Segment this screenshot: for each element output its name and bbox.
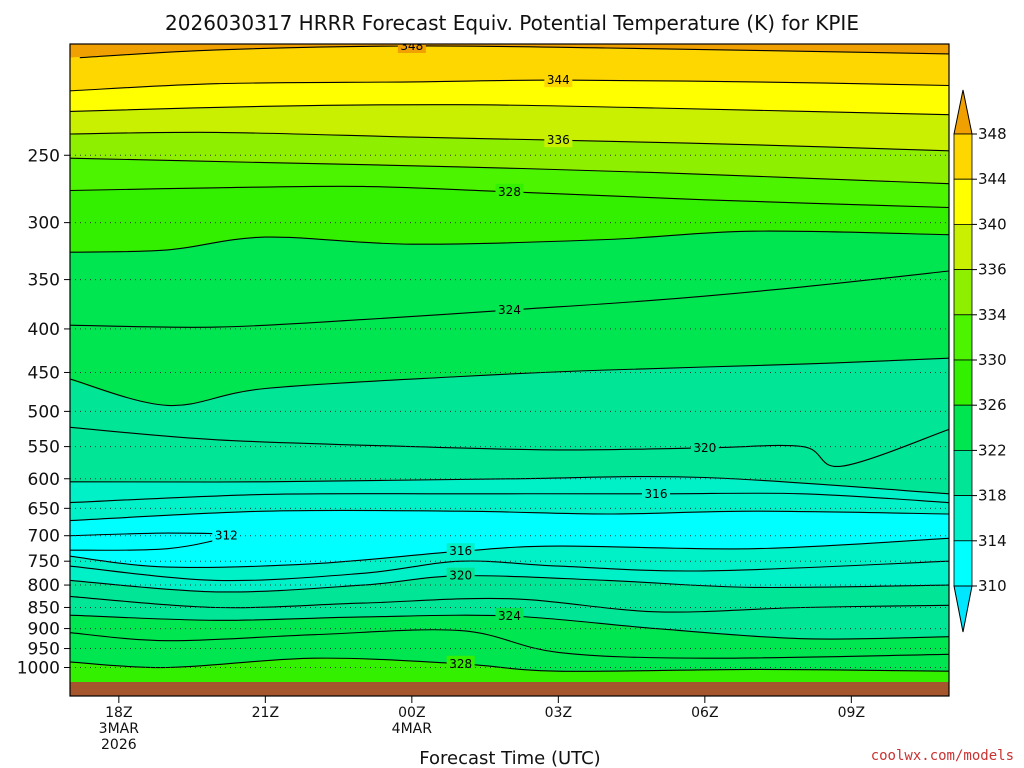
colorbar-label: 348	[978, 125, 1007, 143]
y-tick-label: 700	[28, 527, 60, 547]
contour-label-bg	[495, 608, 524, 624]
contour-line-344	[70, 79, 949, 92]
colorbar-swatch	[953, 133, 973, 180]
contour-fill-area	[70, 44, 949, 696]
x-axis-title: Forecast Time (UTC)	[419, 748, 600, 768]
colorbar-label: 336	[978, 261, 1007, 279]
y-tick-label: 750	[28, 552, 60, 572]
contour-label-bg	[446, 543, 475, 559]
contour-label: 312	[215, 529, 238, 543]
y-tick-label: 950	[28, 640, 60, 660]
colorbar-label: 334	[978, 306, 1007, 324]
colorbar-label: 344	[978, 170, 1007, 188]
contour-line-318	[70, 475, 949, 495]
x-tick-label: 18Z	[105, 705, 132, 721]
contour-line-340	[70, 104, 949, 116]
colorbar-swatch	[953, 540, 973, 587]
ground-strip	[70, 682, 949, 696]
contour-line-316	[70, 492, 949, 504]
colorbar-swatch	[953, 178, 973, 225]
contour-lines: 348 344 336 328 324 320 316 312 316 320 324 328	[70, 39, 949, 672]
contour-line-314	[70, 509, 949, 522]
colorbar-label: 340	[978, 215, 1007, 233]
contour-line-326	[70, 230, 949, 253]
y-tick-label: 550	[28, 438, 60, 458]
y-tick-label: 850	[28, 598, 60, 618]
y-tick-label: 800	[28, 576, 60, 596]
contour-label-bg	[495, 301, 524, 317]
x-tick-label: 21Z	[252, 705, 279, 721]
chart-title: 2026030317 HRRR Forecast Equiv. Potentia…	[165, 11, 859, 35]
contour-line-320	[70, 426, 949, 467]
colorbar-swatch	[953, 495, 973, 542]
colorbar-label: 330	[978, 351, 1007, 369]
contour-label-bg	[446, 655, 475, 671]
contour-label-bg	[690, 439, 719, 455]
contour-label-bg	[495, 183, 524, 199]
contour-label-bg	[397, 44, 426, 53]
y-tick-label: 900	[28, 620, 60, 640]
y-tick-label: 450	[28, 363, 60, 383]
x-tick-label: 2026	[101, 737, 137, 753]
contour-label-bg	[544, 72, 573, 88]
colorbar-over-triangle	[953, 89, 973, 135]
x-tick-label: 4MAR	[392, 721, 433, 737]
x-tick-label: 3MAR	[99, 721, 140, 737]
contour-label-bg	[212, 527, 241, 543]
colorbar-swatch	[953, 269, 973, 316]
colorbar-swatch	[953, 359, 973, 406]
contour-label-bg	[642, 485, 670, 501]
contour-line-336	[70, 131, 949, 152]
contour-label: 316	[645, 487, 668, 501]
contour-line-326	[70, 629, 949, 659]
contour-label: 320	[449, 569, 472, 583]
x-tick-label: 09Z	[838, 705, 865, 721]
colorbar: 348 344 340 336 334 330 326 322 318 314 310	[953, 89, 1007, 633]
y-tick-label: 1000	[17, 659, 60, 679]
y-tick-label: 250	[28, 146, 60, 166]
colorbar-swatch	[953, 404, 973, 451]
contour-label: 324	[498, 303, 521, 317]
contour-line-322	[70, 595, 949, 613]
colorbar-label: 322	[978, 441, 1007, 459]
contour-label-bg	[544, 132, 573, 148]
contour-label: 344	[547, 73, 570, 87]
contour-label: 320	[693, 441, 716, 455]
credit-text: coolwx.com/models	[871, 748, 1014, 764]
contour-line-348	[79, 45, 949, 59]
colorbar-swatch	[953, 314, 973, 361]
colorbar-swatch	[953, 223, 973, 270]
contour-line-332	[70, 157, 949, 185]
colorbar-label: 310	[978, 577, 1007, 595]
colorbar-swatch	[953, 449, 973, 496]
y-tick-label: 400	[28, 320, 60, 340]
y-tick-label: 500	[28, 402, 60, 422]
contour-label: 336	[547, 133, 570, 147]
x-tick-label: 03Z	[545, 705, 572, 721]
y-axis: 2503003504004505005506006507007508008509…	[17, 146, 70, 679]
y-tick-label: 350	[28, 271, 60, 291]
contour-label: 324	[498, 609, 521, 623]
colorbar-label: 318	[978, 487, 1007, 505]
contour-label: 328	[449, 657, 472, 671]
colorbar-under-triangle	[953, 585, 973, 633]
y-tick-label: 650	[28, 499, 60, 519]
contour-label: 328	[498, 185, 521, 199]
contour-label: 348	[400, 39, 423, 53]
x-tick-label: 00Z	[398, 705, 425, 721]
colorbar-label: 326	[978, 396, 1007, 414]
colorbar-label: 314	[978, 532, 1007, 550]
y-tick-label: 600	[28, 470, 60, 490]
y-tick-label: 300	[28, 214, 60, 234]
plot-frame	[69, 43, 950, 697]
contour-line-322	[70, 357, 949, 407]
x-tick-label: 06Z	[691, 705, 718, 721]
contour-line-328	[70, 185, 949, 209]
contour-label-bg	[446, 567, 475, 583]
contour-label: 316	[449, 544, 472, 558]
